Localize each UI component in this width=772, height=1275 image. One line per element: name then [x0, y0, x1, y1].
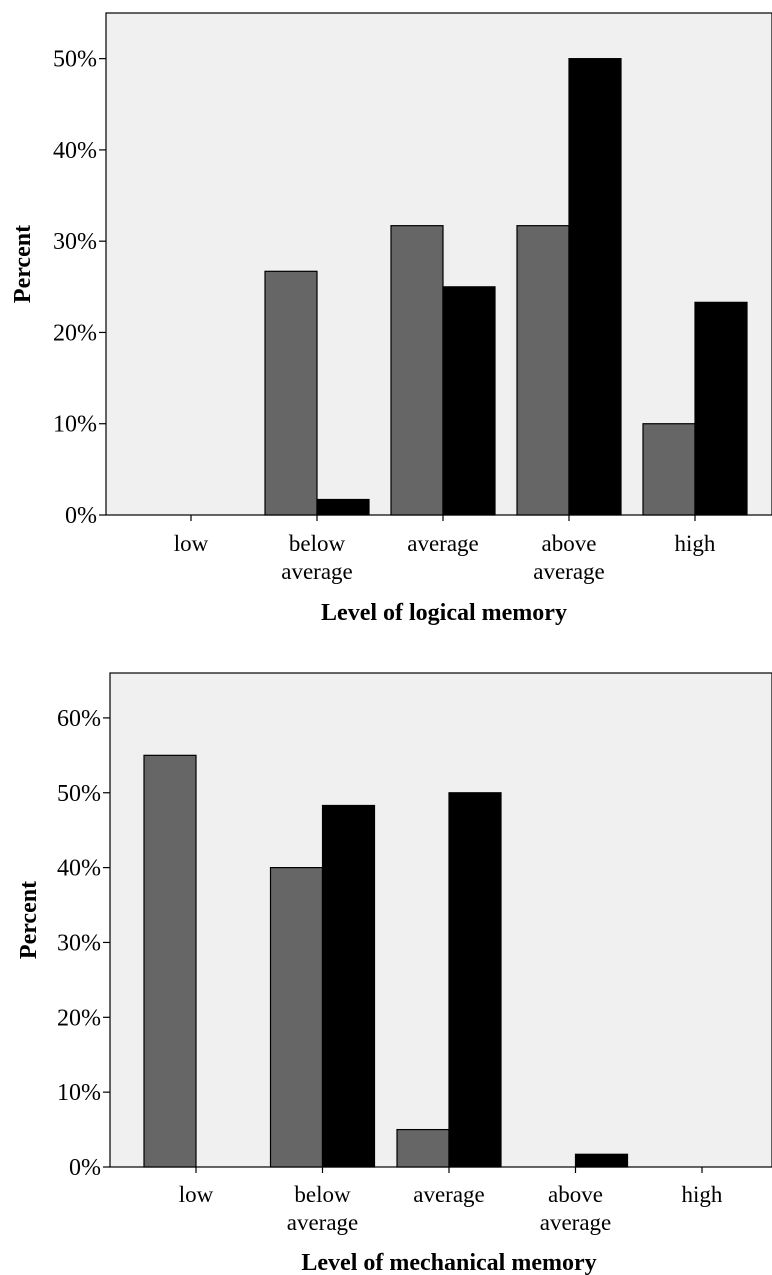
y-tick-label: 50% — [57, 781, 101, 807]
bar-series-1-1 — [316, 498, 370, 516]
x-category-label: above — [548, 1182, 603, 1207]
y-tick-label: 50% — [53, 47, 97, 73]
x-category-label: above — [542, 531, 597, 556]
bar-series-0-2 — [396, 1128, 450, 1168]
x-category-label: low — [179, 1182, 214, 1207]
x-category-label: low — [174, 531, 209, 556]
mechanical-memory-chart: 0% 10% 20% 30% 40% 50% 60% low below average aver… — [16, 672, 772, 1275]
bar-series-0-3 — [516, 225, 570, 516]
bar-series-1-1 — [321, 804, 376, 1168]
y-tick-label: 40% — [57, 856, 101, 882]
y-tick-label: 60% — [57, 706, 101, 732]
y-tick-label: 20% — [53, 320, 97, 346]
bar-series-1-3 — [574, 1153, 629, 1168]
x-category-label: average — [533, 559, 605, 584]
bar-series-0-4 — [642, 423, 696, 516]
x-axis-title: Level of logical memory — [321, 600, 567, 626]
y-tick-label: 30% — [57, 930, 101, 956]
bar-series-0-2 — [390, 225, 444, 516]
y-axis-title: Percent — [10, 225, 36, 303]
x-category-label: high — [682, 1182, 723, 1207]
x-category-label: below — [294, 1182, 351, 1207]
plot-area-background — [109, 672, 772, 1168]
x-category-label: average — [413, 1182, 485, 1207]
y-tick-label: 40% — [53, 138, 97, 164]
bar-series-0-0 — [143, 754, 197, 1168]
bar-series-1-2 — [442, 286, 496, 516]
y-tick-label: 0% — [69, 1155, 101, 1181]
y-tick-label: 10% — [53, 412, 97, 438]
x-category-label: high — [675, 531, 716, 556]
logical-memory-chart: 0% 10% 20% 30% 40% 50% low below average average… — [10, 12, 772, 626]
bar-series-0-1 — [264, 270, 318, 516]
y-tick-label: 20% — [57, 1005, 101, 1031]
y-tick-label: 30% — [53, 229, 97, 255]
y-tick-label: 0% — [65, 503, 97, 529]
bar-series-0-1 — [269, 867, 324, 1168]
x-axis-title: Level of mechanical memory — [301, 1250, 596, 1275]
x-category-label: below — [289, 531, 346, 556]
x-category-label: average — [540, 1210, 612, 1235]
y-axis-title: Percent — [16, 881, 42, 959]
x-category-label: average — [287, 1210, 359, 1235]
x-category-label: average — [407, 531, 479, 556]
bar-series-1-4 — [694, 301, 748, 516]
x-category-label: average — [281, 559, 353, 584]
bar-series-1-2 — [448, 792, 502, 1168]
y-tick-label: 10% — [57, 1080, 101, 1106]
bar-series-1-3 — [568, 58, 622, 516]
